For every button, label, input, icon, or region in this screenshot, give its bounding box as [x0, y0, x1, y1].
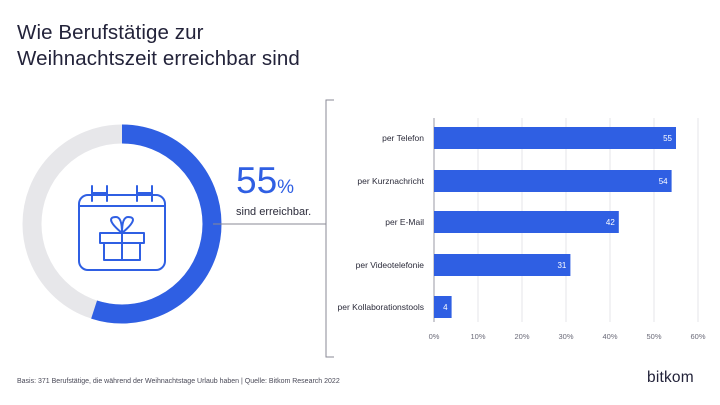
category-label: per Telefon — [382, 133, 424, 143]
category-label: per Kurznachricht — [357, 176, 424, 186]
x-tick-label: 50% — [646, 332, 661, 341]
bar — [434, 170, 672, 192]
data-label: 54 — [659, 177, 668, 186]
category-label: per E-Mail — [385, 217, 424, 227]
x-tick-label: 20% — [514, 332, 529, 341]
page-title: Wie Berufstätige zur Weihnachtszeit erre… — [17, 20, 300, 72]
bitkom-logo: bitkom — [647, 369, 694, 386]
bracket — [325, 99, 334, 358]
summary-subtitle: sind erreichbar. — [236, 206, 312, 218]
bar — [434, 211, 619, 233]
summary-percent: 55% — [236, 161, 294, 208]
calendar-gift-icon — [78, 185, 166, 271]
x-tick-label: 30% — [558, 332, 573, 341]
footnote: Basis: 371 Berufstätige, die während der… — [17, 378, 340, 385]
data-label: 31 — [557, 261, 566, 270]
data-label: 55 — [663, 134, 672, 143]
ring-progress — [22, 124, 222, 324]
bar — [434, 254, 571, 276]
category-label: per Kollaborationstools — [338, 302, 424, 312]
x-tick-label: 10% — [470, 332, 485, 341]
bar — [434, 127, 676, 149]
title-line-2: Weihnachtszeit erreichbar sind — [17, 47, 300, 70]
x-tick-label: 40% — [602, 332, 617, 341]
title-line-1: Wie Berufstätige zur — [17, 21, 204, 44]
x-tick-label: 0% — [429, 332, 440, 341]
bar — [434, 296, 452, 318]
data-label: 4 — [443, 303, 448, 312]
data-label: 42 — [606, 218, 615, 227]
summary-percent-sign: % — [277, 177, 295, 198]
category-label: per Videotelefonie — [356, 260, 425, 270]
x-tick-label: 60% — [690, 332, 705, 341]
summary-percent-value: 55 — [236, 160, 278, 201]
